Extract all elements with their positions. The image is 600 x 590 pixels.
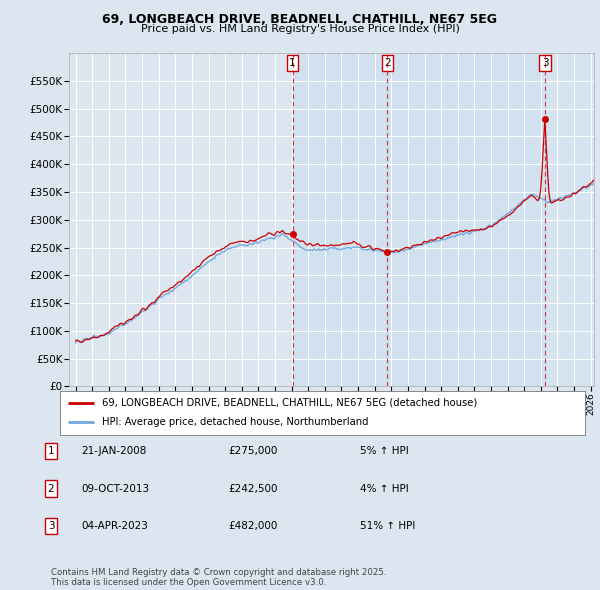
Text: 2: 2 xyxy=(384,58,391,68)
Text: 51% ↑ HPI: 51% ↑ HPI xyxy=(360,521,415,530)
Text: £275,000: £275,000 xyxy=(228,447,277,456)
Text: 2: 2 xyxy=(47,484,55,493)
Text: 69, LONGBEACH DRIVE, BEADNELL, CHATHILL, NE67 5EG (detached house): 69, LONGBEACH DRIVE, BEADNELL, CHATHILL,… xyxy=(102,398,477,408)
Text: 4% ↑ HPI: 4% ↑ HPI xyxy=(360,484,409,493)
Text: 3: 3 xyxy=(47,521,55,530)
Text: 1: 1 xyxy=(289,58,296,68)
Text: Price paid vs. HM Land Registry's House Price Index (HPI): Price paid vs. HM Land Registry's House … xyxy=(140,24,460,34)
Bar xyxy=(388,53,545,386)
Bar xyxy=(293,53,388,386)
Text: £482,000: £482,000 xyxy=(228,521,277,530)
Text: 69, LONGBEACH DRIVE, BEADNELL, CHATHILL, NE67 5EG: 69, LONGBEACH DRIVE, BEADNELL, CHATHILL,… xyxy=(103,13,497,26)
Text: Contains HM Land Registry data © Crown copyright and database right 2025.
This d: Contains HM Land Registry data © Crown c… xyxy=(51,568,386,587)
Text: 5% ↑ HPI: 5% ↑ HPI xyxy=(360,447,409,456)
Text: £242,500: £242,500 xyxy=(228,484,277,493)
Text: 1: 1 xyxy=(47,447,55,456)
Text: 04-APR-2023: 04-APR-2023 xyxy=(81,521,148,530)
Text: 21-JAN-2008: 21-JAN-2008 xyxy=(81,447,146,456)
Text: 09-OCT-2013: 09-OCT-2013 xyxy=(81,484,149,493)
Bar xyxy=(545,53,599,386)
Text: HPI: Average price, detached house, Northumberland: HPI: Average price, detached house, Nort… xyxy=(102,418,368,427)
Text: 3: 3 xyxy=(542,58,548,68)
